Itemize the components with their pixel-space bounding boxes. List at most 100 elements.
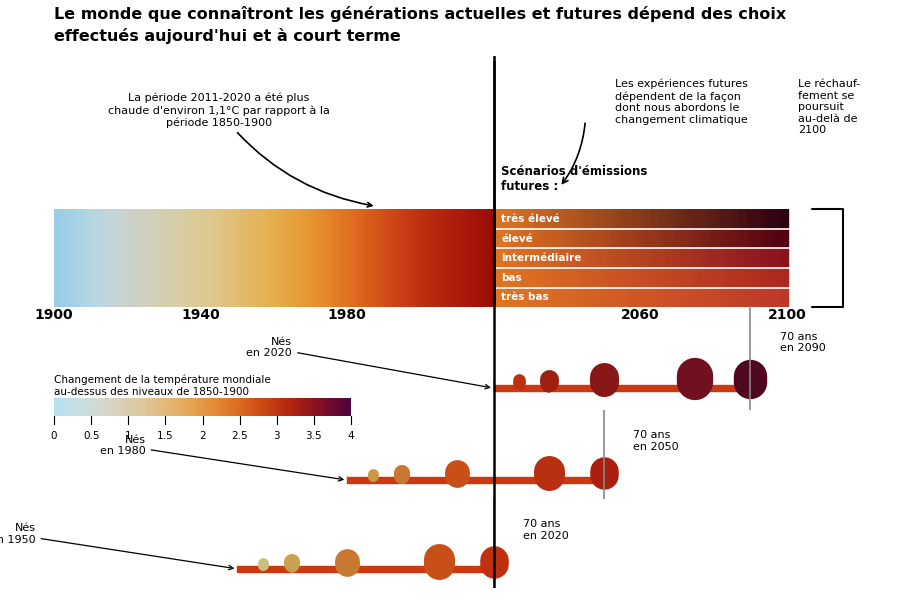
Bar bbox=[108, 398, 112, 416]
Text: bas: bas bbox=[501, 273, 522, 283]
Text: 1.5: 1.5 bbox=[158, 431, 174, 441]
Bar bbox=[724, 209, 729, 229]
Bar bbox=[724, 288, 729, 307]
Bar bbox=[703, 229, 707, 248]
Bar bbox=[706, 229, 711, 248]
Bar bbox=[494, 268, 499, 288]
Bar bbox=[516, 229, 520, 248]
Bar bbox=[622, 288, 626, 307]
Bar bbox=[130, 209, 136, 307]
Bar bbox=[640, 248, 645, 268]
Bar bbox=[102, 209, 106, 307]
Bar bbox=[710, 229, 715, 248]
Bar bbox=[684, 288, 689, 307]
Bar bbox=[732, 209, 737, 229]
Text: 1980: 1980 bbox=[328, 308, 366, 322]
Bar bbox=[597, 229, 601, 248]
Bar bbox=[640, 268, 645, 288]
Bar bbox=[257, 398, 261, 416]
Bar bbox=[130, 398, 135, 416]
Bar bbox=[758, 268, 762, 288]
Bar bbox=[362, 209, 366, 307]
Bar bbox=[392, 209, 396, 307]
Bar bbox=[666, 229, 670, 248]
Bar bbox=[164, 209, 168, 307]
Bar bbox=[677, 229, 681, 248]
Bar bbox=[277, 209, 283, 307]
Bar bbox=[79, 209, 85, 307]
Text: 2060: 2060 bbox=[621, 308, 660, 322]
Bar bbox=[710, 248, 715, 268]
Bar bbox=[567, 288, 572, 307]
Bar bbox=[783, 268, 788, 288]
Bar bbox=[238, 566, 494, 572]
Bar bbox=[508, 248, 513, 268]
Bar bbox=[541, 209, 546, 229]
Bar bbox=[242, 398, 246, 416]
Bar bbox=[611, 288, 616, 307]
Bar bbox=[615, 248, 619, 268]
Bar bbox=[58, 209, 62, 307]
Bar bbox=[636, 288, 642, 307]
Bar bbox=[541, 248, 546, 268]
Bar bbox=[537, 248, 543, 268]
Bar bbox=[644, 268, 649, 288]
Bar bbox=[549, 268, 554, 288]
Bar bbox=[545, 209, 550, 229]
Bar bbox=[691, 229, 697, 248]
Bar bbox=[212, 209, 216, 307]
Bar bbox=[574, 209, 579, 229]
Bar bbox=[294, 398, 298, 416]
Bar bbox=[640, 209, 645, 229]
Text: Nés
en 2020: Nés en 2020 bbox=[247, 337, 490, 389]
Bar bbox=[59, 398, 63, 416]
Bar bbox=[714, 209, 718, 229]
Bar bbox=[64, 398, 68, 416]
Bar bbox=[428, 209, 433, 307]
Bar bbox=[494, 288, 499, 307]
Bar bbox=[194, 209, 198, 307]
Bar bbox=[735, 248, 741, 268]
Bar bbox=[241, 209, 246, 307]
Bar bbox=[383, 209, 389, 307]
Bar bbox=[581, 209, 587, 229]
Bar bbox=[498, 288, 502, 307]
Bar bbox=[751, 248, 755, 268]
Bar bbox=[238, 398, 241, 416]
Bar bbox=[54, 209, 58, 307]
Bar bbox=[629, 268, 634, 288]
Bar bbox=[611, 209, 616, 229]
Bar bbox=[501, 248, 506, 268]
Bar bbox=[160, 398, 165, 416]
Text: 1: 1 bbox=[125, 431, 131, 441]
Bar bbox=[505, 229, 509, 248]
Bar bbox=[289, 209, 293, 307]
Bar bbox=[597, 288, 601, 307]
Bar bbox=[86, 398, 90, 416]
Bar bbox=[769, 229, 773, 248]
Text: très élevé: très élevé bbox=[501, 214, 560, 224]
Bar bbox=[567, 209, 572, 229]
Text: 0.5: 0.5 bbox=[83, 431, 99, 441]
Bar bbox=[319, 398, 323, 416]
Bar bbox=[501, 209, 506, 229]
Bar bbox=[153, 398, 157, 416]
Bar bbox=[347, 209, 352, 307]
Bar bbox=[717, 209, 722, 229]
Bar bbox=[205, 398, 209, 416]
Bar bbox=[618, 229, 623, 248]
Bar bbox=[148, 398, 152, 416]
Bar bbox=[267, 398, 271, 416]
Bar bbox=[170, 398, 175, 416]
Bar bbox=[662, 288, 667, 307]
Bar bbox=[567, 248, 572, 268]
Bar bbox=[446, 209, 451, 307]
Bar bbox=[67, 398, 70, 416]
Bar bbox=[560, 209, 564, 229]
Bar bbox=[490, 209, 495, 307]
Bar bbox=[629, 229, 634, 248]
Bar bbox=[769, 288, 773, 307]
Bar bbox=[505, 268, 509, 288]
Bar bbox=[153, 209, 157, 307]
Bar bbox=[516, 268, 520, 288]
